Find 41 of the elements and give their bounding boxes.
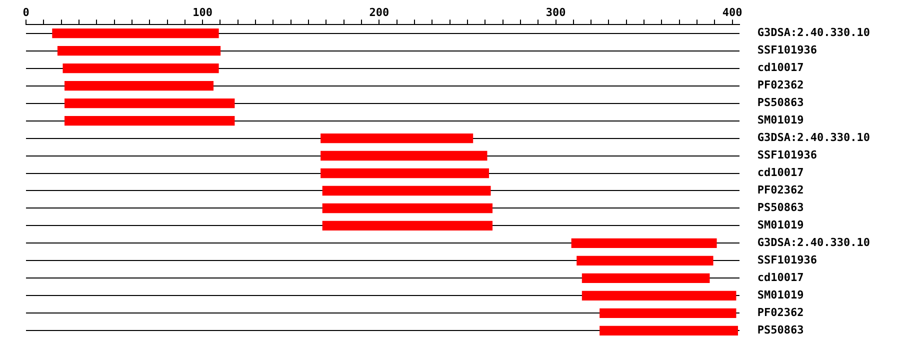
y-tick-label: G3DSA:2.40.330.10 — [757, 26, 870, 40]
bar — [52, 28, 219, 38]
bar — [64, 116, 235, 126]
y-tick-label: PS50863 — [757, 201, 804, 214]
y-tick-label: PS50863 — [757, 324, 804, 337]
bar — [600, 308, 736, 318]
bar — [582, 290, 736, 301]
y-tick-label: PF02362 — [757, 78, 804, 92]
bar — [571, 238, 717, 248]
y-tick-label: PF02362 — [757, 306, 804, 320]
y-tick-label: PS50863 — [757, 96, 804, 110]
y-tick-label: SSF101936 — [757, 148, 818, 162]
bar — [322, 203, 493, 214]
y-tick-label: G3DSA:2.40.330.10 — [757, 131, 870, 144]
bar — [64, 98, 235, 108]
y-tick-label: SM01019 — [757, 218, 804, 232]
bar — [322, 186, 491, 196]
bar — [64, 80, 214, 91]
y-tick-label: cd10017 — [757, 166, 804, 180]
x-tick-label: 300 — [546, 6, 566, 19]
y-tick-label: SM01019 — [757, 114, 804, 127]
bar — [57, 46, 221, 56]
bar — [320, 150, 488, 161]
x-tick-label: 100 — [192, 6, 213, 19]
x-tick-label: 0 — [22, 6, 30, 19]
bar — [320, 168, 489, 178]
y-tick-label: G3DSA:2.40.330.10 — [757, 236, 870, 250]
y-tick-label: SM01019 — [757, 288, 804, 302]
y-tick-label: cd10017 — [757, 61, 804, 74]
bar — [320, 133, 474, 144]
y-tick-label: SSF101936 — [757, 254, 818, 267]
bar — [582, 273, 710, 284]
bar — [322, 220, 493, 231]
bar — [576, 256, 714, 266]
y-tick-label: cd10017 — [757, 271, 804, 284]
bar — [600, 326, 738, 336]
x-tick-label: 200 — [369, 6, 390, 19]
y-tick-label: PF02362 — [757, 184, 804, 197]
x-tick-label: 400 — [722, 6, 742, 19]
y-tick-label: SSF101936 — [757, 44, 818, 57]
bar — [62, 63, 219, 74]
